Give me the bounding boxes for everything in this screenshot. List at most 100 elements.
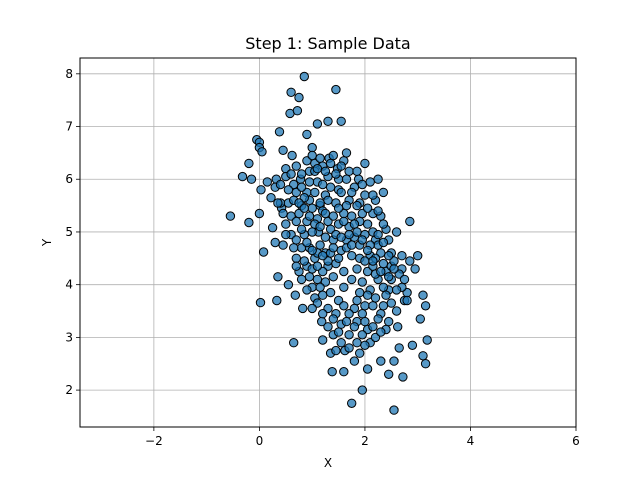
data-point <box>384 251 394 261</box>
data-point <box>368 301 378 311</box>
data-point <box>278 208 288 219</box>
data-point <box>336 116 346 127</box>
data-point <box>320 232 331 242</box>
data-point <box>368 322 378 332</box>
data-point <box>355 287 365 298</box>
data-point <box>360 256 370 266</box>
data-point <box>246 174 257 184</box>
data-point <box>357 179 367 190</box>
data-point <box>278 145 288 156</box>
data-point <box>357 235 367 245</box>
data-point <box>312 261 323 271</box>
data-point <box>420 301 431 311</box>
data-point <box>331 345 341 356</box>
data-point <box>389 405 399 415</box>
data-point <box>362 219 373 229</box>
data-point <box>344 330 354 340</box>
data-point <box>333 253 344 263</box>
data-point <box>258 247 269 257</box>
data-point <box>289 338 299 348</box>
data-point <box>312 164 323 174</box>
data-point <box>296 169 307 179</box>
data-point <box>407 340 418 350</box>
data-point <box>352 200 362 211</box>
data-point <box>310 187 320 198</box>
data-point <box>315 222 325 232</box>
data-point <box>376 327 386 337</box>
data-point <box>290 290 300 300</box>
data-point <box>352 166 362 177</box>
data-point <box>378 301 389 311</box>
data-point <box>378 258 389 269</box>
data-point <box>307 142 317 153</box>
data-point <box>373 206 383 216</box>
data-point <box>391 306 402 316</box>
data-point <box>328 243 338 253</box>
data-point <box>344 229 354 240</box>
data-point <box>296 274 307 285</box>
data-point <box>376 356 386 366</box>
data-point <box>287 150 297 161</box>
data-point <box>328 272 338 282</box>
data-point <box>270 237 280 248</box>
data-point <box>339 367 349 377</box>
data-point <box>286 169 296 179</box>
data-point <box>320 166 331 177</box>
data-point <box>370 293 381 303</box>
data-point <box>312 274 323 285</box>
data-point <box>352 227 362 237</box>
data-point <box>347 251 357 261</box>
data-point <box>373 174 383 184</box>
x-tick-label: 2 <box>361 434 369 448</box>
data-point <box>331 84 341 95</box>
data-point <box>336 232 346 242</box>
data-point <box>378 282 389 292</box>
data-point <box>357 277 367 287</box>
data-point <box>420 359 431 369</box>
data-point <box>352 264 362 274</box>
data-point <box>341 200 352 211</box>
data-point <box>352 338 362 348</box>
data-point <box>378 237 389 248</box>
data-point <box>418 290 428 300</box>
data-point <box>315 153 325 163</box>
data-point <box>336 338 346 348</box>
data-point <box>341 316 352 327</box>
data-point <box>360 316 370 327</box>
data-point <box>328 314 338 324</box>
data-point <box>262 177 272 187</box>
data-point <box>381 290 391 300</box>
data-point <box>267 223 278 233</box>
data-point <box>318 251 328 261</box>
data-point <box>362 203 373 213</box>
data-point <box>325 182 336 192</box>
data-point <box>291 161 301 171</box>
data-point <box>307 203 317 213</box>
data-point <box>373 314 383 324</box>
data-point <box>413 251 423 261</box>
data-point <box>302 285 312 295</box>
data-point <box>307 303 317 314</box>
data-point <box>325 158 336 169</box>
data-point <box>266 193 276 203</box>
y-tick-label: 7 <box>65 120 73 134</box>
data-point <box>339 282 349 292</box>
data-point <box>318 309 328 319</box>
data-point <box>323 195 333 206</box>
x-tick-label: 6 <box>572 434 580 448</box>
y-tick-label: 5 <box>65 225 73 239</box>
data-point <box>283 280 294 290</box>
axis-ticks: −2 0 2 4 6 2 3 4 5 6 7 8 <box>65 67 579 448</box>
data-point <box>339 266 349 277</box>
data-point <box>315 198 325 208</box>
data-point <box>410 264 420 274</box>
data-point <box>360 340 370 350</box>
data-point <box>325 287 336 298</box>
data-point <box>296 182 307 192</box>
data-point <box>362 290 373 300</box>
y-tick-label: 6 <box>65 172 73 186</box>
data-point <box>336 161 346 171</box>
data-point <box>304 272 315 282</box>
